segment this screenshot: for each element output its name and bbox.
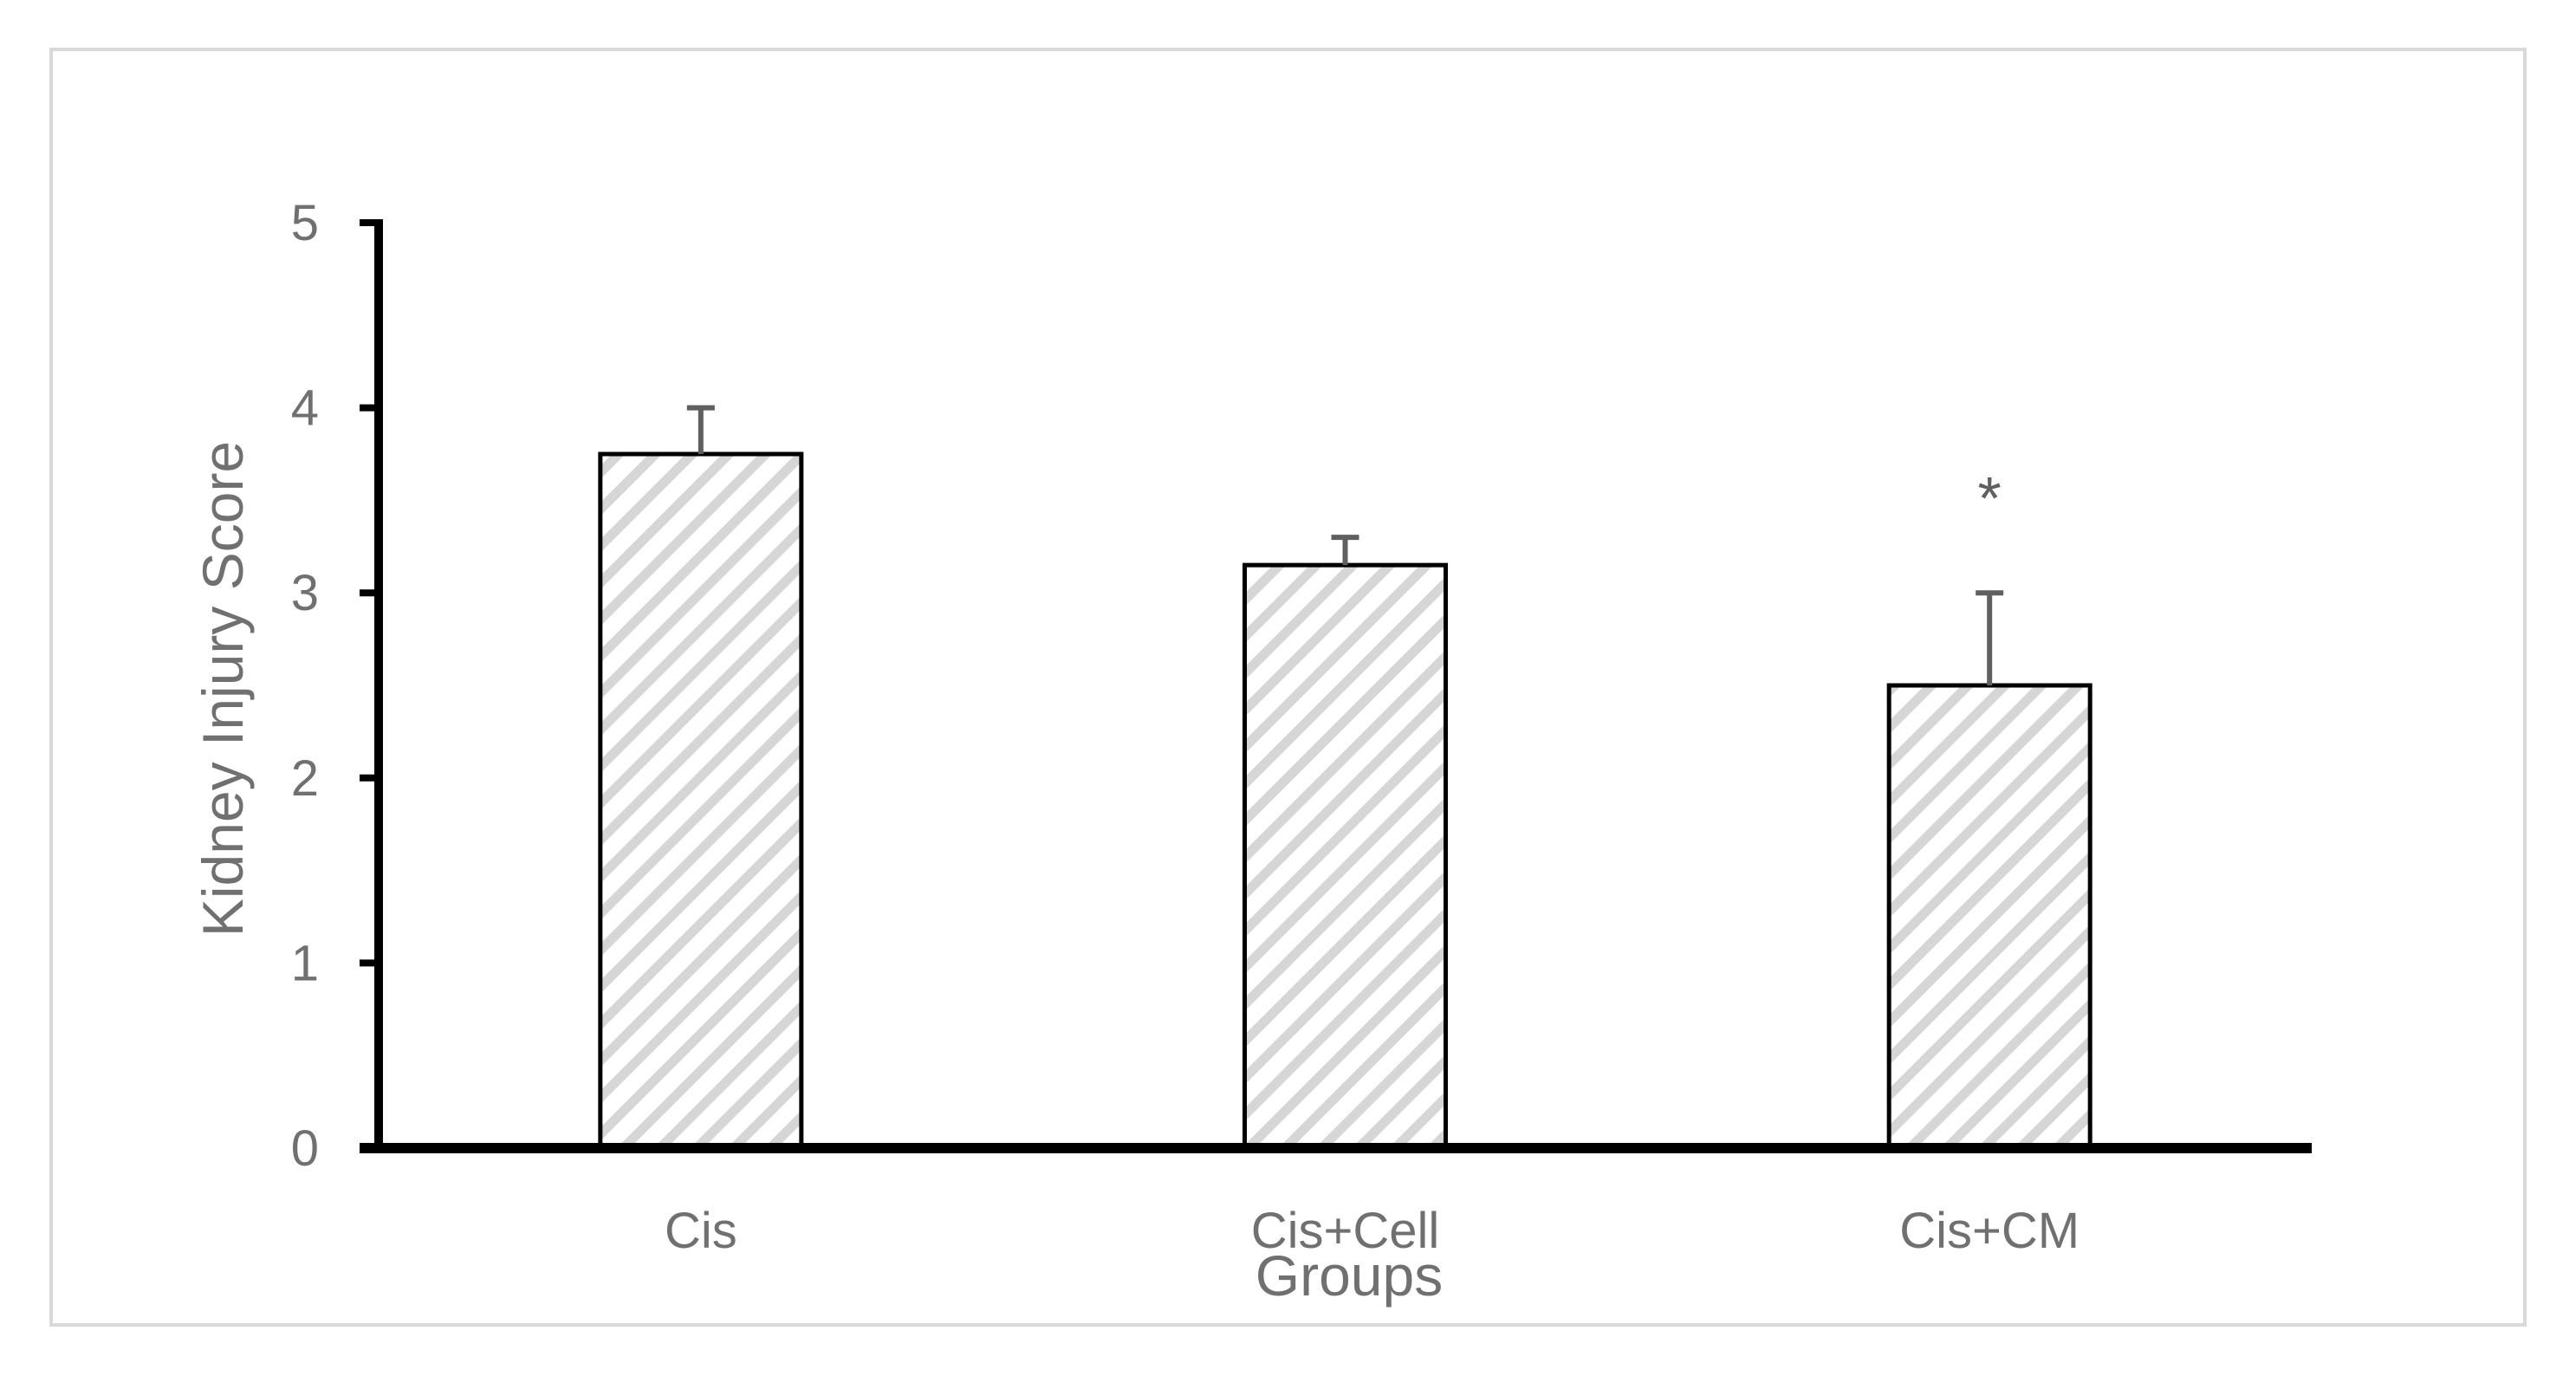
y-tick-label-4: 4 <box>291 380 319 437</box>
significance-marker-2: * <box>1978 464 2002 532</box>
y-tick-label-1: 1 <box>291 935 319 991</box>
bar-0 <box>598 451 804 1151</box>
bar-1 <box>1243 562 1448 1151</box>
y-tick-label-2: 2 <box>291 750 319 807</box>
axes-layer <box>360 219 2312 1153</box>
x-tick-label-0: Cis <box>665 1203 737 1259</box>
x-tick-label-2: Cis+CM <box>1899 1203 2080 1259</box>
bar-2 <box>1886 683 2093 1151</box>
y-tick-label-0: 0 <box>291 1120 319 1177</box>
y-tick-label-5: 5 <box>291 195 319 251</box>
error-bars-layer <box>686 405 2004 685</box>
x-axis-title: Groups <box>1256 1243 1443 1308</box>
y-tick-label-3: 3 <box>291 565 319 621</box>
x-tick-label-1: Cis+Cell <box>1251 1203 1440 1259</box>
y-axis-title: Kidney Injury Score <box>191 441 255 937</box>
labels-layer: Cis Cis+Cell Cis+CM * 0 1 2 3 4 5 <box>291 195 2080 1259</box>
